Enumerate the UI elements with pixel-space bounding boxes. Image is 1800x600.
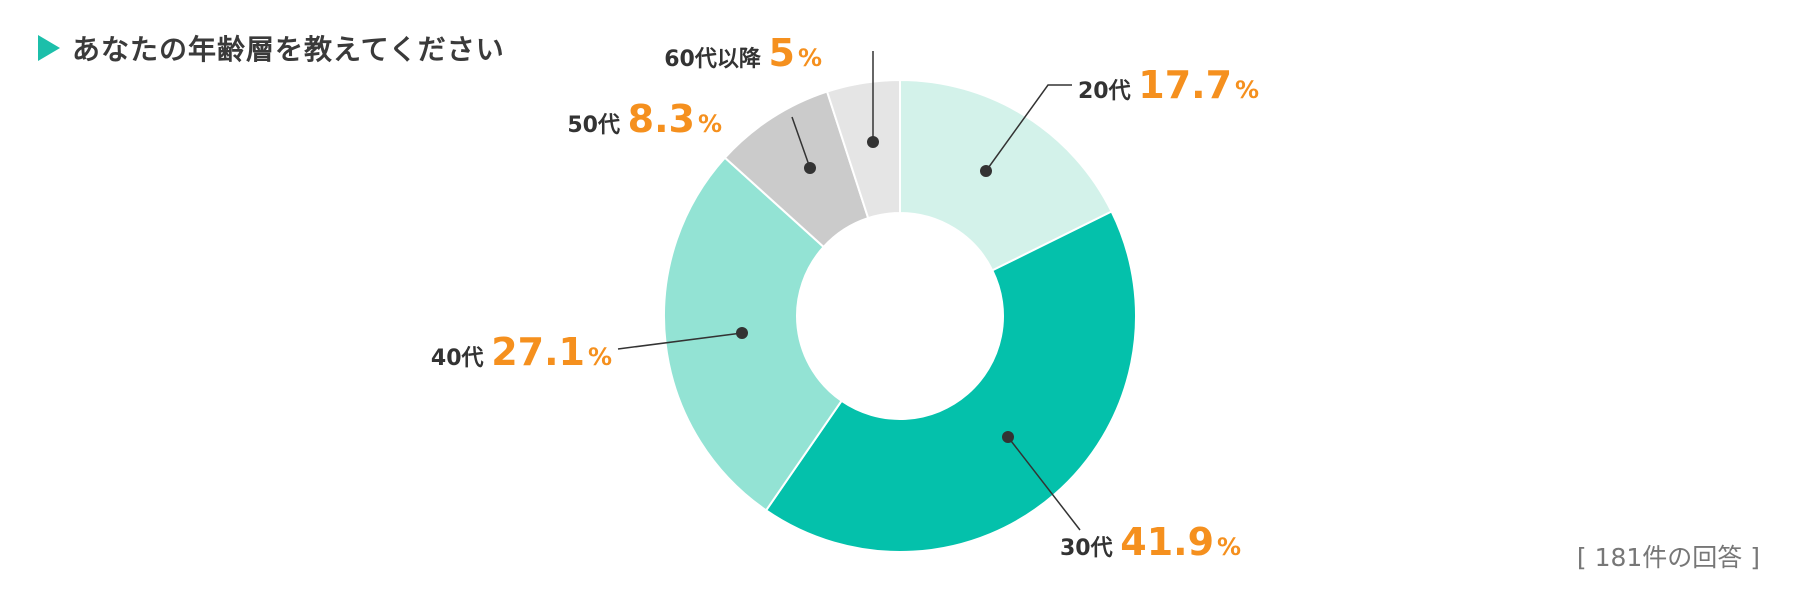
leader-dot [980, 165, 992, 177]
slice-unit-label: % [698, 110, 722, 138]
slice-category-label: 40代 [431, 346, 491, 371]
slice-callout: 20代 17.7% [980, 63, 1259, 177]
leader-line [1007, 436, 1081, 531]
slice-callout: 40代 27.1% [431, 327, 748, 374]
slice-value-label: 27.1 [491, 330, 585, 374]
slice-unit-label: % [1217, 533, 1241, 561]
slice-callout: 60代以降 5% [664, 31, 879, 148]
leader-dot [804, 162, 816, 174]
play-triangle-icon [38, 35, 60, 61]
slice-callout: 50代 8.3% [567, 97, 816, 174]
leader-dot [736, 327, 748, 339]
slice-value-label: 8.3 [628, 97, 695, 141]
donut-slice [764, 210, 1137, 553]
slice-unit-label: % [798, 44, 822, 72]
slice-label: 60代以降 5% [664, 31, 822, 75]
donut-slices [663, 78, 1137, 553]
leader-line [791, 116, 811, 169]
donut-slice [663, 156, 843, 512]
slice-category-label: 30代 [1060, 536, 1120, 561]
slice-label: 40代 27.1% [431, 330, 612, 374]
leader-line [985, 84, 1072, 172]
chart-title: あなたの年齢層を教えてください [72, 33, 505, 66]
slice-category-label: 50代 [567, 113, 627, 138]
slice-value-label: 17.7 [1138, 63, 1232, 107]
leader-dot [867, 136, 879, 148]
chart-title-row: あなたの年齢層を教えてください [38, 28, 505, 68]
slice-label: 50代 8.3% [567, 97, 722, 141]
donut-slice [899, 78, 1113, 272]
slice-label: 20代 17.7% [1078, 63, 1259, 107]
slice-category-label: 60代以降 [664, 47, 768, 72]
slice-unit-label: % [588, 343, 612, 371]
slice-label: 30代 41.9% [1060, 520, 1241, 564]
slice-category-label: 20代 [1078, 79, 1138, 104]
leader-line [617, 332, 743, 350]
leader-dot [1002, 431, 1014, 443]
slice-value-label: 41.9 [1120, 520, 1214, 564]
slice-callout: 30代 41.9% [1002, 431, 1241, 564]
slice-callouts: 20代 17.7 %30代 41.9 %40代 27.1 %50代 8.3 %60代以降… [431, 31, 1259, 564]
response-count: [ 181件の回答 ] [1576, 543, 1760, 572]
slice-unit-label: % [1235, 76, 1259, 104]
slice-value-label: 5 [769, 31, 795, 75]
donut-slice [825, 78, 901, 220]
